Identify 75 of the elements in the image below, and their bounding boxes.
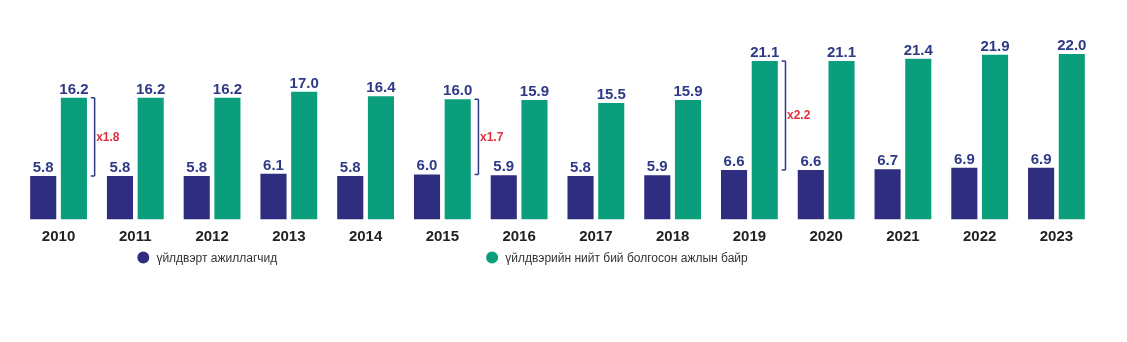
data-label: 5.8: [109, 157, 131, 175]
x-tick-label: 2023: [1039, 226, 1074, 244]
bar: [521, 99, 548, 220]
bar: [567, 175, 594, 220]
data-label: 17.0: [289, 73, 319, 91]
bar: [981, 54, 1009, 220]
data-label: 5.9: [493, 157, 515, 175]
data-label: 5.8: [570, 157, 591, 175]
bar: [644, 175, 671, 220]
annotation: x1.7: [479, 129, 504, 144]
x-tick-label: 2019: [732, 226, 767, 244]
bar: [828, 60, 855, 220]
data-label: 5.9: [646, 157, 668, 175]
data-label: 15.5: [596, 84, 626, 102]
bar: [1028, 167, 1055, 220]
bar: [413, 174, 441, 220]
data-label: 16.2: [136, 79, 166, 97]
x-tick-label: 2015: [425, 226, 460, 244]
bar: [874, 169, 901, 220]
bar: [60, 97, 87, 220]
x-tick-label: 2012: [195, 226, 229, 244]
bar: [674, 99, 702, 220]
data-label: 5.8: [32, 157, 54, 175]
bar: [490, 175, 517, 220]
x-tick-label: 2017: [579, 226, 613, 244]
bar: [137, 97, 164, 220]
x-tick-label: 2011: [119, 226, 152, 244]
data-label: 6.9: [953, 149, 975, 167]
bar: [337, 175, 364, 220]
data-label: 6.9: [1030, 149, 1052, 167]
bar: [598, 102, 625, 220]
data-label: 6.6: [723, 151, 745, 169]
x-tick-label: 2022: [963, 226, 997, 244]
bar: [367, 96, 394, 220]
x-tick-label: 2013: [272, 226, 306, 244]
data-label: 21.1: [826, 42, 857, 60]
data-label: 21.9: [980, 36, 1010, 54]
bar: [214, 97, 241, 220]
bar: [260, 173, 287, 220]
data-label: 6.0: [416, 156, 438, 174]
bar: [106, 175, 134, 220]
data-label: 15.9: [519, 81, 550, 99]
bar: [444, 99, 471, 220]
x-tick-label: 2014: [348, 226, 383, 244]
bar: [905, 58, 932, 220]
bar: [30, 175, 57, 220]
bar: [721, 169, 748, 220]
data-label: 6.1: [263, 155, 284, 173]
legend-label: үйлдвэрийн нийт бий болгосон ажлын байр: [505, 250, 749, 265]
bar: [751, 60, 778, 220]
data-label: 5.8: [339, 157, 361, 175]
data-label: 21.1: [750, 42, 780, 60]
annotation: x2.2: [787, 108, 811, 123]
x-tick-label: 2016: [502, 226, 536, 244]
legend-label: үйлдвэрт ажиллагчид: [156, 250, 278, 265]
x-tick-label: 2020: [809, 226, 843, 244]
data-label: 22.0: [1057, 36, 1087, 54]
bar: [183, 175, 210, 220]
bar: [1058, 54, 1085, 220]
data-label: 16.2: [212, 79, 243, 97]
bar: [951, 167, 978, 220]
bar: [291, 91, 318, 220]
x-tick-label: 2021: [886, 226, 920, 244]
data-label: 16.0: [443, 81, 473, 99]
data-label: 6.7: [877, 151, 898, 169]
data-label: 16.4: [366, 78, 397, 96]
x-tick-label: 2018: [655, 226, 690, 244]
annotation: x1.8: [96, 129, 120, 144]
x-tick-label: 2010: [41, 226, 76, 244]
data-label: 5.8: [186, 157, 208, 175]
data-label: 16.2: [59, 79, 89, 97]
data-label: 6.6: [800, 151, 822, 169]
bar: [797, 169, 824, 220]
data-label: 21.4: [903, 40, 934, 58]
data-label: 15.9: [673, 81, 703, 99]
